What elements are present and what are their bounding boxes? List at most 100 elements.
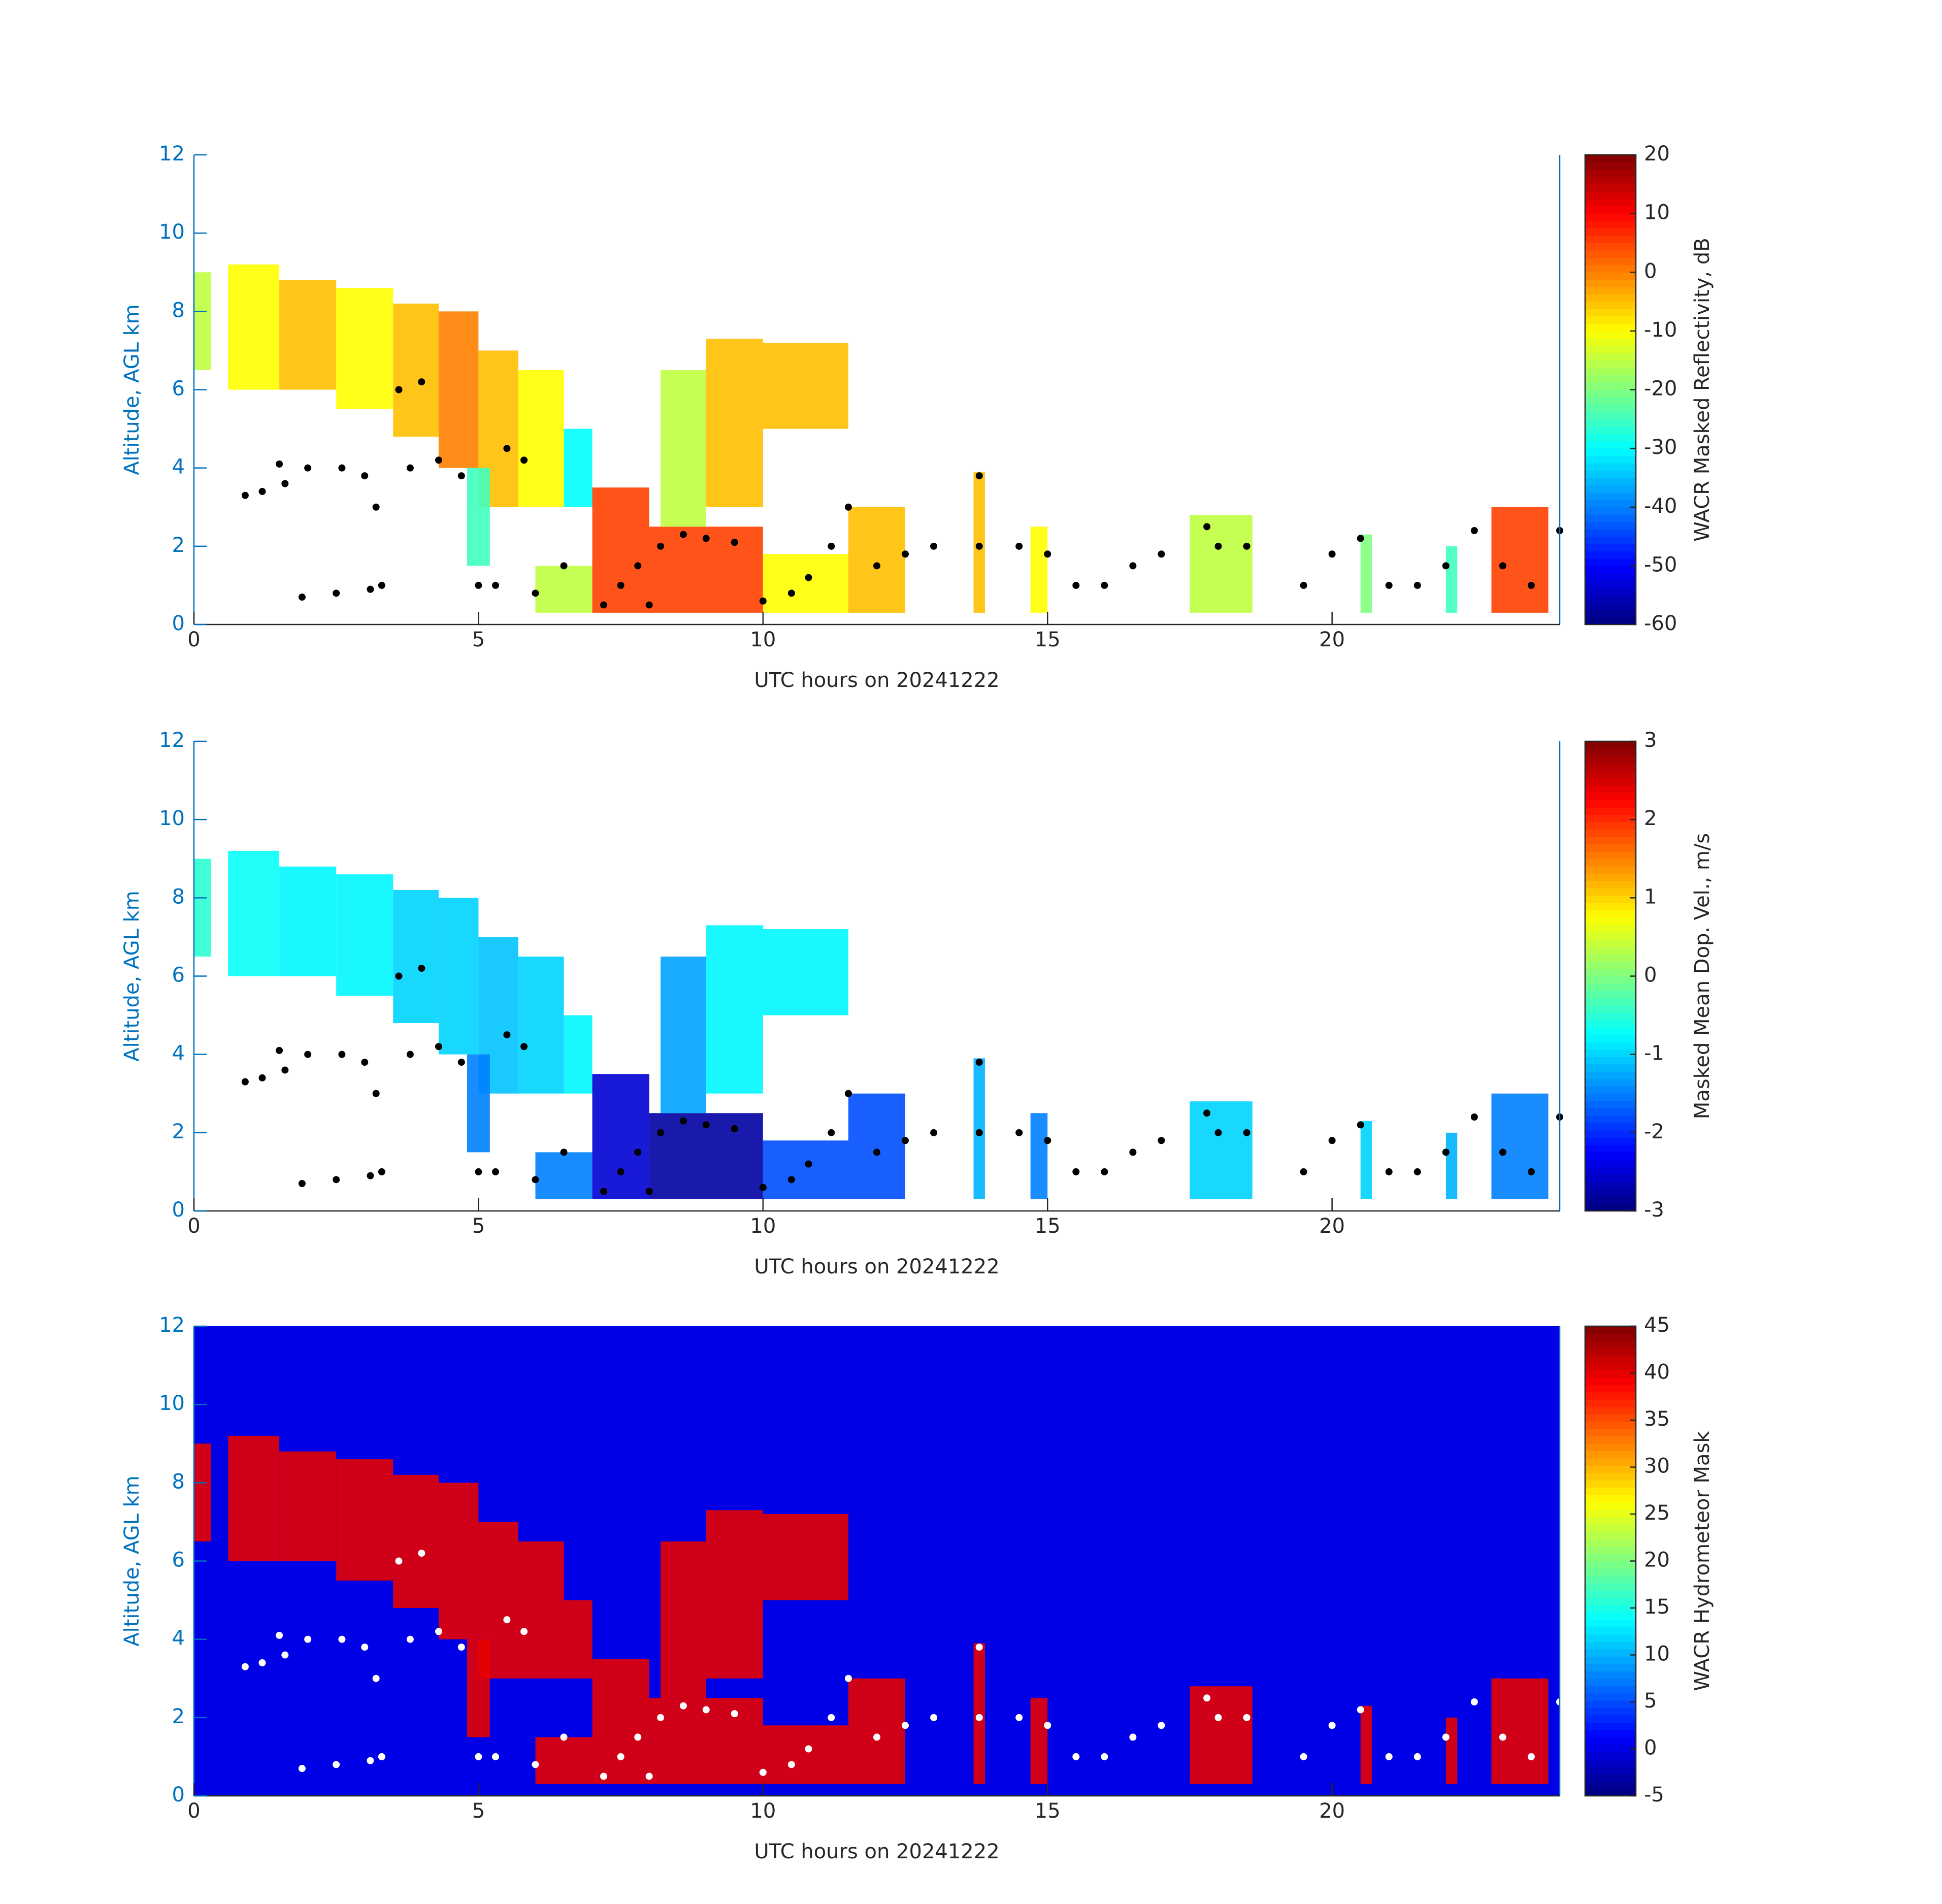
colorbar-swatch	[1585, 1539, 1636, 1547]
colorbar-swatch	[1585, 536, 1636, 544]
x-axis-label: UTC hours on 20241222	[754, 669, 999, 692]
ceilometer-point	[1044, 550, 1051, 558]
colorbar-swatch	[1585, 770, 1636, 778]
colorbar-label: Masked Mean Dop. Vel., m/s	[1691, 833, 1714, 1120]
colorbar-swatch	[1585, 1123, 1636, 1131]
colorbar-swatch	[1585, 1189, 1636, 1197]
echo-cell	[228, 1435, 280, 1561]
x-tick-label: 5	[472, 1799, 485, 1823]
y-tick-label: 10	[159, 220, 185, 244]
colorbar-swatch	[1585, 1642, 1636, 1650]
colorbar-swatch	[1585, 983, 1636, 991]
colorbar-swatch	[1585, 1509, 1636, 1518]
echo-cell	[393, 890, 439, 1023]
ceilometer-point	[805, 1745, 812, 1753]
echo-cell	[973, 1058, 985, 1199]
colorbar-swatch	[1585, 1597, 1636, 1605]
ceilometer-point	[975, 1644, 983, 1651]
colorbar-swatch	[1585, 1093, 1636, 1101]
colorbar-swatch	[1585, 1554, 1636, 1561]
ceilometer-point	[600, 1772, 607, 1780]
ceilometer-point	[731, 539, 738, 546]
colorbar-swatch	[1585, 1385, 1636, 1393]
echo-cell	[1030, 1698, 1048, 1784]
ceilometer-point	[532, 1176, 539, 1184]
colorbar-tick-label: -5	[1644, 1783, 1664, 1807]
colorbar-swatch	[1585, 521, 1636, 530]
colorbar-swatch	[1585, 566, 1636, 574]
ceilometer-point	[1203, 1694, 1211, 1702]
colorbar-swatch	[1585, 917, 1636, 925]
colorbar-swatch	[1585, 1495, 1636, 1503]
ceilometer-point	[372, 1090, 380, 1097]
colorbar-swatch	[1585, 1086, 1636, 1094]
colorbar-swatch	[1585, 1115, 1636, 1124]
x-tick-label: 0	[187, 628, 200, 651]
colorbar-tick-label: -10	[1644, 318, 1677, 342]
echo-cell	[661, 370, 706, 527]
x-tick-label: 15	[1035, 628, 1061, 651]
colorbar-tick-label: 20	[1644, 142, 1670, 166]
colorbar-swatch	[1585, 1744, 1636, 1752]
ceilometer-point	[361, 1644, 369, 1651]
ceilometer-point	[333, 1176, 340, 1184]
colorbar-swatch	[1585, 1708, 1636, 1716]
colorbar-swatch	[1585, 500, 1636, 508]
colorbar-swatch	[1585, 257, 1636, 266]
ceilometer-point	[873, 1148, 880, 1156]
colorbar-swatch	[1585, 1181, 1636, 1190]
colorbar-swatch	[1585, 1399, 1636, 1407]
x-axis-label: UTC hours on 20241222	[754, 1255, 999, 1278]
colorbar-swatch	[1585, 939, 1636, 947]
colorbar-swatch	[1585, 1458, 1636, 1466]
colorbar-swatch	[1585, 544, 1636, 551]
ceilometer-point	[1385, 1753, 1393, 1760]
ceilometer-point	[617, 581, 624, 589]
ceilometer-point	[1357, 1121, 1364, 1129]
ceilometer-point	[1158, 550, 1165, 558]
colorbar-swatch	[1585, 529, 1636, 537]
colorbar-swatch	[1585, 1152, 1636, 1160]
colorbar-swatch	[1585, 411, 1636, 419]
ceilometer-point	[333, 1761, 340, 1768]
ceilometer-point	[520, 1628, 528, 1635]
echo-cell	[535, 1152, 593, 1199]
ceilometer-point	[457, 1644, 465, 1651]
ceilometer-point	[532, 1761, 539, 1768]
colorbar-swatch	[1585, 551, 1636, 559]
ceilometer-point	[281, 480, 289, 487]
echo-cell	[518, 370, 564, 507]
colorbar-swatch	[1585, 1480, 1636, 1488]
ceilometer-point	[731, 1710, 738, 1718]
colorbar-tick-label: -1	[1644, 1042, 1664, 1065]
colorbar-tick-label: 35	[1644, 1407, 1670, 1431]
ceilometer-point	[634, 1148, 642, 1156]
colorbar-swatch	[1585, 910, 1636, 918]
colorbar-tick-label: 5	[1644, 1689, 1657, 1713]
echo-cell	[1445, 546, 1458, 613]
ceilometer-point	[492, 581, 500, 589]
ceilometer-point	[1328, 1137, 1336, 1144]
x-tick-label: 10	[750, 1799, 776, 1823]
echo-cell	[564, 1015, 593, 1094]
x-tick-label: 20	[1319, 1214, 1345, 1238]
echo-cell	[1190, 1686, 1253, 1784]
colorbar-tick-label: 0	[1644, 259, 1657, 283]
colorbar-swatch	[1585, 851, 1636, 859]
ceilometer-point	[1214, 1714, 1222, 1721]
colorbar-swatch	[1585, 836, 1636, 844]
echo-cell	[194, 272, 211, 370]
ceilometer-point	[828, 1714, 835, 1721]
colorbar-tick-label: -60	[1644, 612, 1677, 635]
ceilometer-point	[276, 460, 283, 468]
ceilometer-point	[657, 1714, 665, 1721]
colorbar-swatch	[1585, 1487, 1636, 1495]
echo-cell	[763, 929, 848, 1015]
echo-cell	[1030, 1113, 1048, 1199]
colorbar-swatch	[1585, 287, 1636, 295]
ceilometer-point	[395, 972, 403, 980]
echo-cell	[848, 507, 906, 613]
echo-cell	[592, 1659, 649, 1784]
echo-cell	[518, 1541, 564, 1679]
ceilometer-point	[435, 1628, 442, 1635]
